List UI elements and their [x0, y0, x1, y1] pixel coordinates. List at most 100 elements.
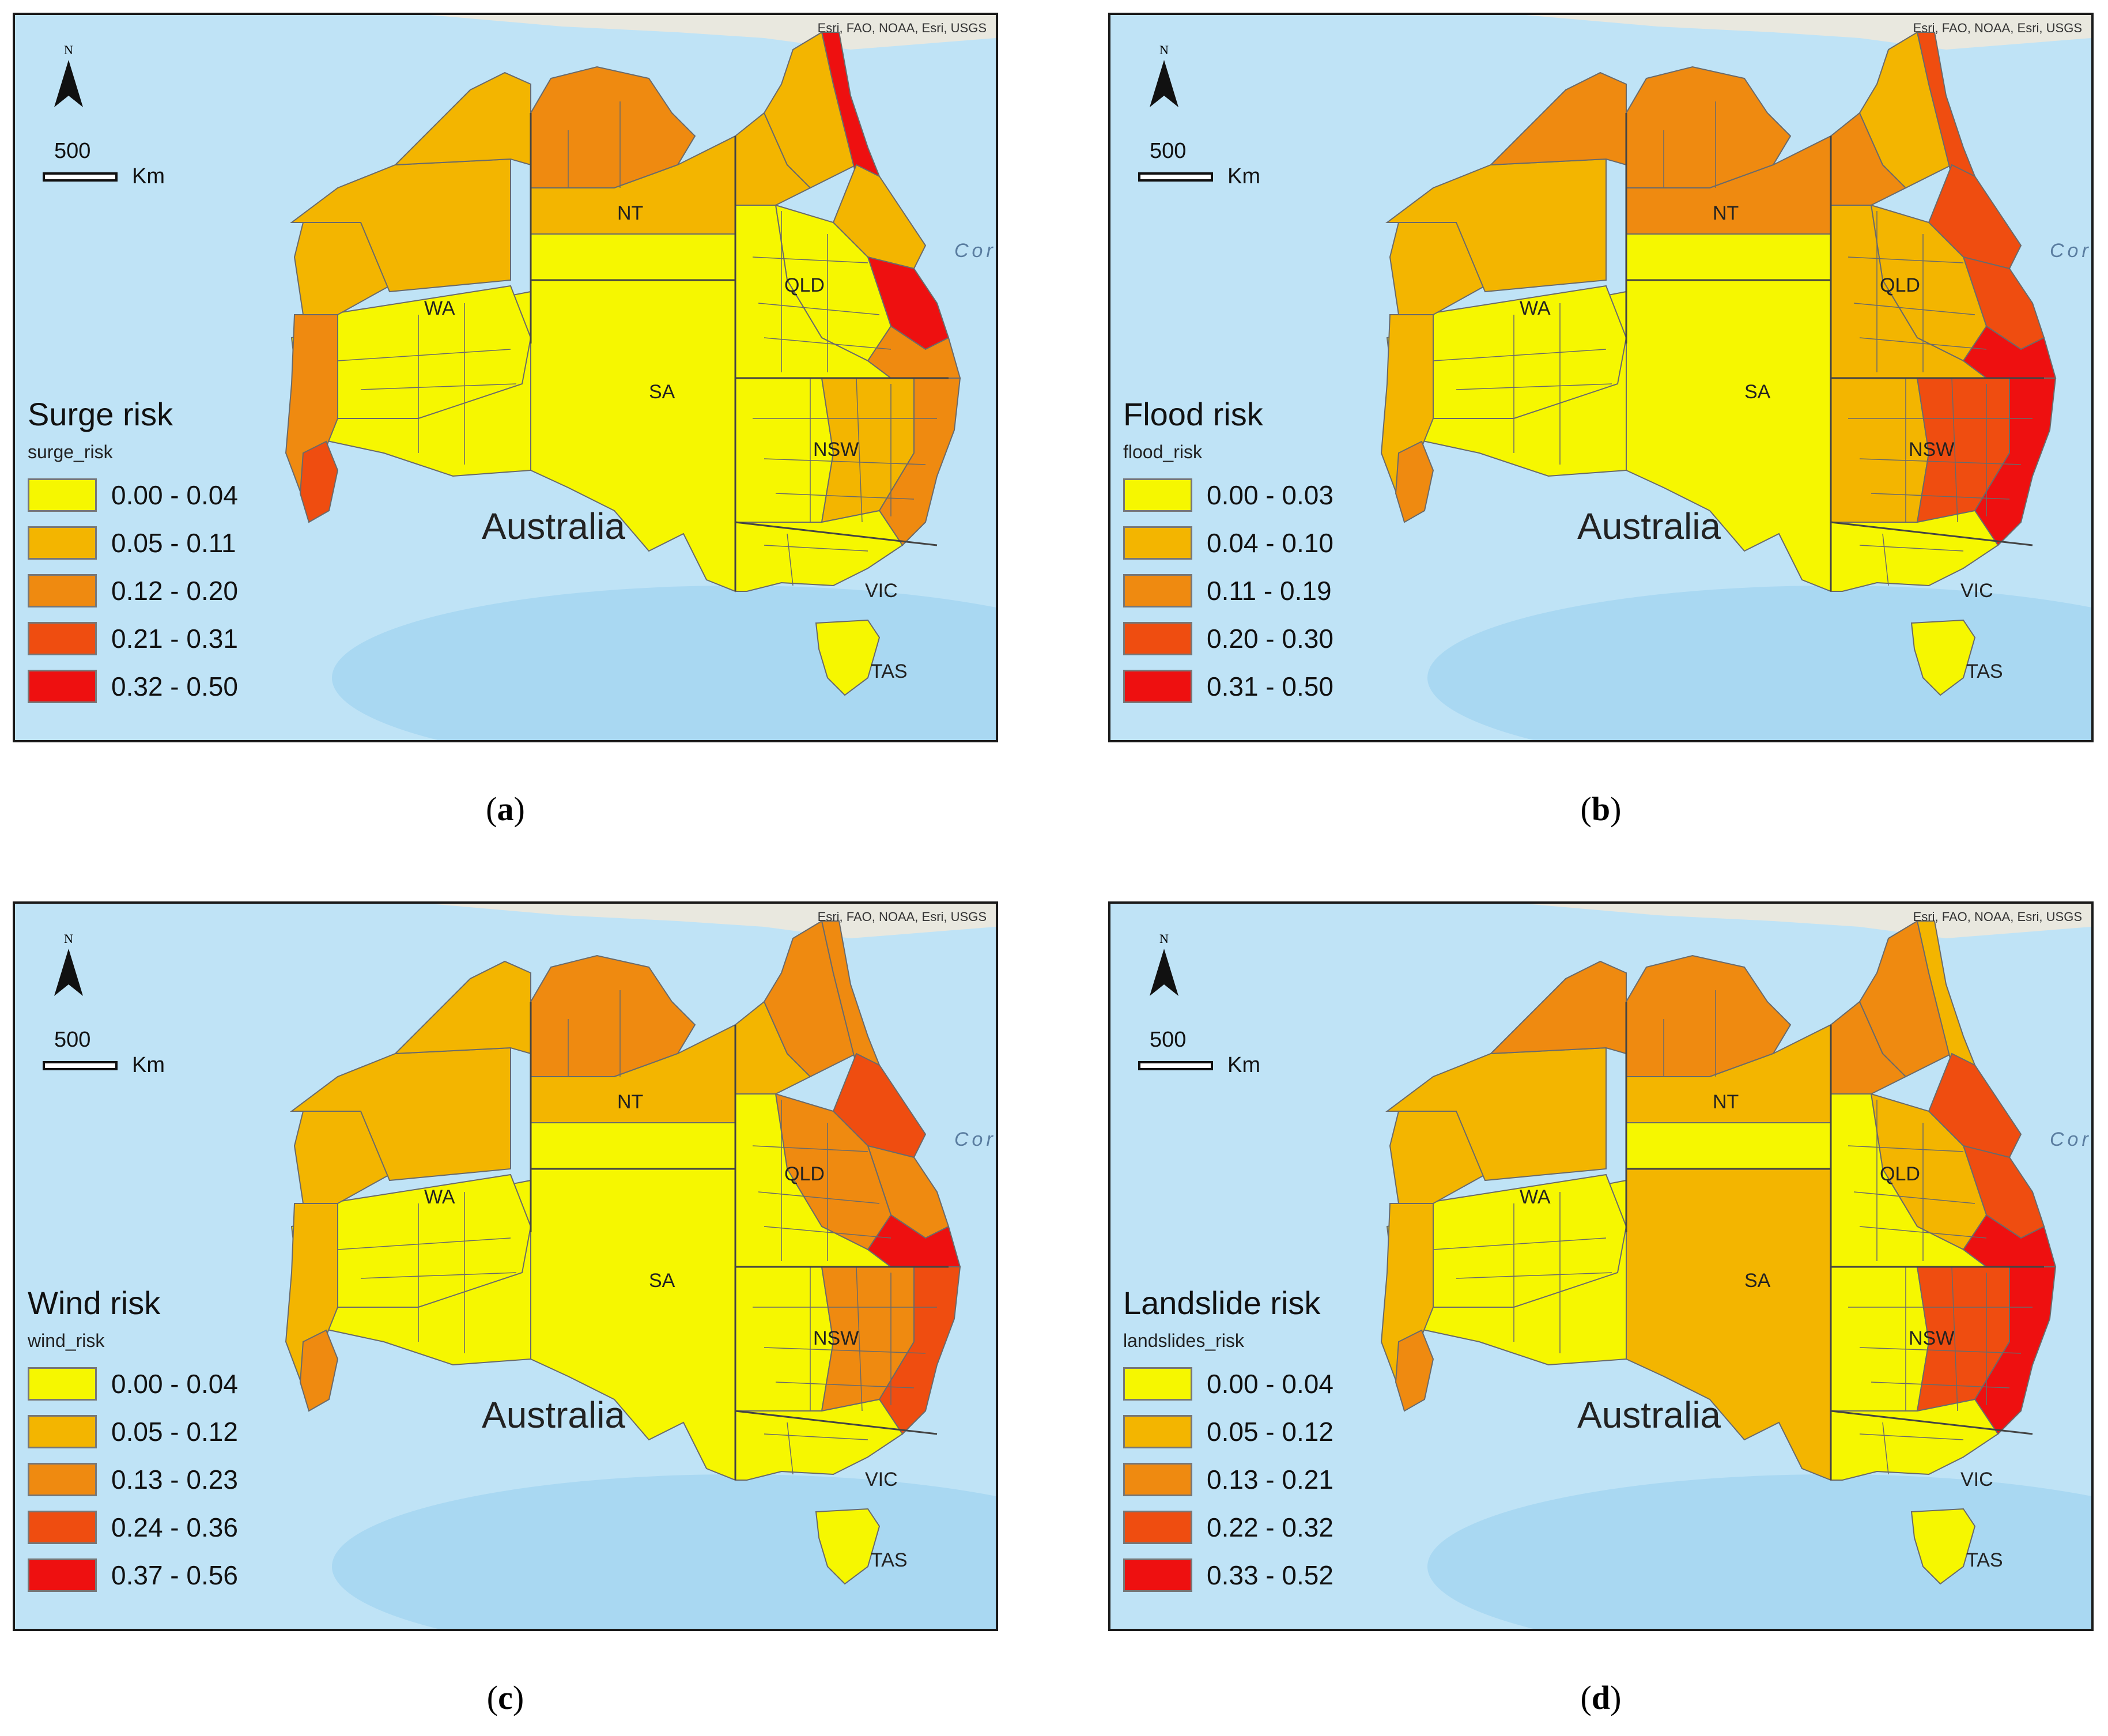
- state-label-nsw: NSW: [813, 439, 859, 461]
- region-tas: [1910, 619, 1976, 696]
- legend-range: 0.13 - 0.21: [1207, 1465, 1333, 1495]
- country-label: Australia: [482, 505, 625, 547]
- state-label-nsw: NSW: [1909, 1327, 1955, 1349]
- legend-swatch: [1123, 1511, 1192, 1544]
- coral-sea-label: Cor: [954, 240, 996, 262]
- scale-bar: 500 Km: [31, 1028, 181, 1077]
- state-label-qld: QLD: [784, 1163, 825, 1185]
- map-panel-c: Esri, FAO, NOAA, Esri, USGS N 500 Km Cor…: [13, 901, 998, 1631]
- region-nt-central: [530, 233, 736, 281]
- nsw-vic-border: [735, 1410, 938, 1435]
- north-arrow: N: [48, 43, 89, 129]
- scale-bar-graphic: [1138, 1061, 1213, 1070]
- new-guinea: [430, 904, 996, 938]
- state-label-nsw: NSW: [1909, 439, 1955, 461]
- state-label-qld: QLD: [1880, 274, 1920, 296]
- country-label: Australia: [482, 1394, 625, 1436]
- state-label-vic: VIC: [1960, 580, 1993, 602]
- new-guinea: [1525, 904, 2091, 938]
- legend-swatch: [1123, 574, 1192, 607]
- scale-unit: Km: [1227, 164, 1260, 188]
- caption-letter: a: [497, 790, 514, 828]
- legend-range: 0.11 - 0.19: [1207, 576, 1332, 606]
- caption-letter: d: [1591, 1679, 1611, 1716]
- state-label-tas: TAS: [1966, 661, 2003, 682]
- region-tas: [815, 1508, 881, 1585]
- legend-row: 0.00 - 0.03: [1123, 474, 1394, 522]
- state-label-nt: NT: [617, 1091, 644, 1113]
- region-perth: [1395, 440, 1434, 523]
- attribution-text: Esri, FAO, NOAA, Esri, USGS: [817, 909, 987, 924]
- legend-swatch: [1123, 670, 1192, 703]
- legend-row: 0.05 - 0.11: [28, 522, 299, 569]
- legend-swatch: [1123, 622, 1192, 655]
- north-label: N: [1159, 931, 1169, 946]
- state-label-wa: WA: [1520, 1186, 1551, 1208]
- state-label-nt: NT: [1713, 1091, 1739, 1113]
- scale-bar-graphic: [43, 1061, 118, 1070]
- legend-row: 0.24 - 0.36: [28, 1506, 299, 1554]
- region-tas: [1910, 1508, 1976, 1585]
- panel-caption-b: (b): [1580, 790, 1622, 828]
- legend-row: 0.00 - 0.04: [1123, 1363, 1394, 1410]
- legend-title: Flood risk: [1123, 396, 1263, 432]
- region-nsw-coast: [878, 1266, 961, 1435]
- legend-title: Wind risk: [28, 1285, 161, 1321]
- north-arrow-icon: [1150, 60, 1178, 107]
- region-vic: [1830, 510, 1999, 592]
- scale-value: 500: [1150, 139, 1187, 163]
- legend-range: 0.32 - 0.50: [111, 671, 238, 701]
- region-kimberley: [394, 960, 531, 1055]
- scale-bar-graphic: [1138, 172, 1213, 182]
- state-label-vic: VIC: [865, 1469, 898, 1490]
- legend-field: flood_risk: [1123, 441, 1202, 462]
- legend-range: 0.00 - 0.04: [111, 1369, 238, 1399]
- state-label-sa: SA: [649, 1270, 675, 1292]
- legend: Landslide risk landslides_risk 0.00 - 0.…: [1123, 1284, 1394, 1602]
- region-vic: [735, 1398, 904, 1481]
- legend: Surge risk surge_risk 0.00 - 0.04 0.05 - …: [28, 395, 299, 713]
- scale-unit: Km: [1227, 1053, 1260, 1077]
- legend-field: surge_risk: [28, 441, 113, 462]
- legend-row: 0.05 - 0.12: [28, 1410, 299, 1458]
- legend-row: 0.13 - 0.21: [1123, 1458, 1394, 1506]
- legend-range: 0.05 - 0.12: [1207, 1417, 1333, 1447]
- legend-rows: 0.00 - 0.04 0.05 - 0.12 0.13 - 0.23 0.24 - …: [28, 1363, 299, 1602]
- region-pilbara: [290, 1047, 511, 1182]
- north-label: N: [1159, 43, 1169, 57]
- region-kimberley: [1489, 71, 1627, 166]
- legend-rows: 0.00 - 0.03 0.04 - 0.10 0.11 - 0.19 0.20 - …: [1123, 474, 1394, 713]
- coral-sea-label: Cor: [2050, 1129, 2092, 1150]
- region-vic: [1830, 1398, 1999, 1481]
- nsw-vic-border: [735, 521, 938, 546]
- legend-swatch: [28, 478, 97, 512]
- lga-boundaries: [1433, 990, 2033, 1475]
- map-panel-a: Esri, FAO, NOAA, Esri, USGS N 500 Km Cor…: [13, 13, 998, 742]
- legend-swatch: [28, 1463, 97, 1496]
- state-label-nt: NT: [617, 202, 644, 224]
- legend-swatch: [1123, 1558, 1192, 1592]
- legend-row: 0.37 - 0.56: [28, 1554, 299, 1602]
- state-borders: [1625, 113, 2044, 591]
- region-perth: [1395, 1329, 1434, 1412]
- lga-boundaries: [337, 101, 937, 586]
- legend-rows: 0.00 - 0.04 0.05 - 0.12 0.13 - 0.21 0.22 - …: [1123, 1363, 1394, 1602]
- north-arrow-icon: [1150, 949, 1178, 996]
- map-panel-d: Esri, FAO, NOAA, Esri, USGS N 500 Km Cor…: [1108, 901, 2094, 1631]
- legend: Flood risk flood_risk 0.00 - 0.03 0.04 - …: [1123, 395, 1394, 713]
- north-arrow: N: [1144, 931, 1184, 1018]
- panel-caption-c: (c): [486, 1679, 524, 1716]
- legend-swatch: [1123, 1367, 1192, 1401]
- legend-row: 0.33 - 0.52: [1123, 1554, 1394, 1602]
- coral-sea-label: Cor: [954, 1129, 996, 1150]
- region-nsw-coast: [1974, 1266, 2057, 1435]
- legend-swatch: [28, 670, 97, 703]
- map-canvas: [1110, 904, 2091, 1629]
- attribution-text: Esri, FAO, NOAA, Esri, USGS: [1913, 909, 2082, 924]
- region-pilbara: [290, 158, 511, 293]
- legend-rows: 0.00 - 0.04 0.05 - 0.11 0.12 - 0.20 0.21 - …: [28, 474, 299, 713]
- legend-range: 0.12 - 0.20: [111, 576, 238, 606]
- scale-bar: 500 Km: [1127, 1028, 1276, 1077]
- country-label: Australia: [1577, 1394, 1721, 1436]
- scale-value: 500: [54, 139, 91, 163]
